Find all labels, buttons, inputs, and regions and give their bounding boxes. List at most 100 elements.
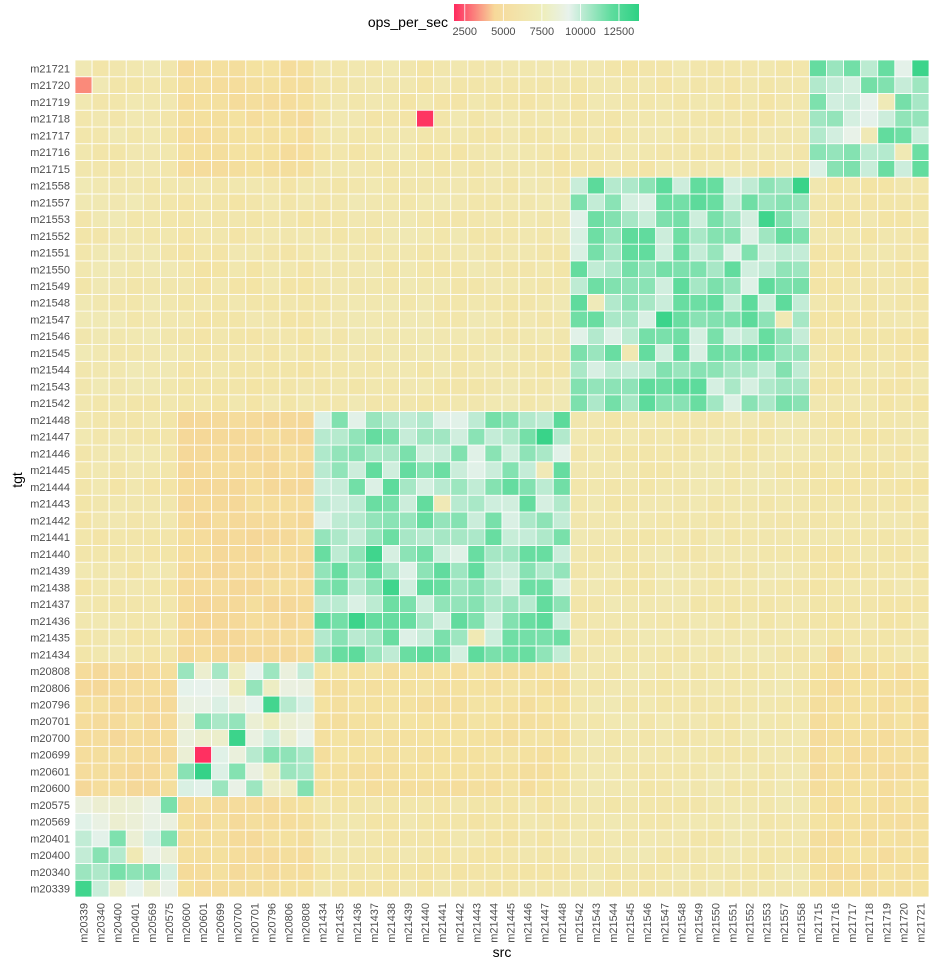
- heatmap-cell: [142, 226, 161, 245]
- heatmap-cell: [809, 360, 827, 379]
- heatmap-cell: [638, 846, 657, 864]
- heatmap-cell: [791, 411, 810, 429]
- heatmap-cell: [774, 595, 793, 613]
- heatmap-cell: [91, 578, 110, 597]
- heatmap-cell: [774, 76, 793, 94]
- heatmap-cell: [142, 762, 161, 781]
- heatmap-cell: [501, 226, 520, 245]
- heatmap-cell: [860, 377, 879, 396]
- heatmap-cell: [330, 226, 349, 245]
- heatmap-cell: [843, 226, 862, 245]
- heatmap-cell: [604, 812, 622, 831]
- heatmap-cell: [552, 126, 571, 145]
- heatmap-cell: [296, 595, 315, 613]
- x-axis-title: src: [493, 944, 512, 960]
- heatmap-cell: [416, 193, 435, 212]
- heatmap-cell: [911, 595, 930, 613]
- heatmap-cell: [723, 160, 742, 178]
- heatmap-cell: [723, 427, 742, 446]
- heatmap-cell: [211, 160, 230, 178]
- heatmap-cell: [108, 812, 127, 831]
- heatmap-cell: [142, 745, 161, 764]
- heatmap-cell: [843, 411, 862, 429]
- heatmap-cell: [296, 394, 315, 412]
- heatmap-cell: [894, 444, 913, 463]
- heatmap-cell: [159, 478, 178, 496]
- heatmap-cell: [740, 846, 759, 864]
- heatmap-cell: [860, 829, 879, 848]
- heatmap-cell: [433, 745, 452, 764]
- heatmap-cell: [364, 494, 383, 513]
- heatmap-cell: [860, 494, 879, 513]
- heatmap-cell: [774, 93, 793, 111]
- heatmap-cell: [638, 595, 657, 613]
- heatmap-cell: [809, 243, 827, 262]
- heatmap-cell: [211, 612, 230, 630]
- heatmap-cell: [501, 193, 520, 212]
- heatmap-cell: [313, 310, 332, 329]
- heatmap-cell: [757, 678, 776, 697]
- heatmap-cell: [142, 277, 161, 295]
- heatmap-cell: [638, 779, 657, 797]
- heatmap-cell: [177, 126, 195, 145]
- heatmap-cell: [262, 176, 281, 195]
- heatmap-cell: [450, 595, 469, 613]
- heatmap-cell: [757, 76, 776, 94]
- heatmap-cell: [484, 796, 503, 814]
- heatmap-cell: [228, 762, 247, 781]
- heatmap-cell: [74, 628, 93, 647]
- heatmap-cell: [604, 779, 622, 797]
- heatmap-cell: [211, 260, 230, 279]
- heatmap-cell: [279, 277, 298, 295]
- heatmap-cell: [228, 193, 247, 212]
- heatmap-cell: [142, 779, 161, 797]
- heatmap-cell: [364, 109, 383, 128]
- heatmap-cell: [791, 76, 810, 94]
- heatmap-cell: [228, 812, 247, 831]
- heatmap-cell: [689, 695, 708, 714]
- heatmap-cell: [416, 528, 435, 546]
- heatmap-cell: [672, 762, 691, 781]
- heatmap-cell: [535, 210, 554, 228]
- heatmap-cell: [501, 762, 520, 781]
- heatmap-cell: [296, 712, 315, 730]
- heatmap-cell: [587, 561, 605, 580]
- heatmap-cell: [672, 126, 691, 145]
- heatmap-cell: [860, 360, 879, 379]
- heatmap-cell: [757, 277, 776, 295]
- heatmap-cell: [501, 160, 520, 178]
- heatmap-cell: [911, 444, 930, 463]
- heatmap-cell: [569, 662, 588, 680]
- heatmap-cell: [416, 461, 435, 479]
- heatmap-cell: [860, 478, 879, 496]
- heatmap-cell: [433, 160, 452, 178]
- heatmap-cell: [313, 645, 332, 664]
- heatmap-cell: [211, 662, 230, 680]
- heatmap-cell: [638, 344, 657, 362]
- heatmap-cell: [467, 76, 486, 94]
- heatmap-cell: [518, 411, 537, 429]
- heatmap-cell: [911, 461, 930, 479]
- heatmap-cell: [74, 729, 93, 747]
- heatmap-cell: [774, 762, 793, 781]
- y-tick-label: m20806: [30, 683, 70, 695]
- heatmap-cell: [211, 143, 230, 161]
- heatmap-cell: [911, 277, 930, 295]
- heatmap-cell: [638, 76, 657, 94]
- heatmap-cell: [655, 695, 674, 714]
- heatmap-cell: [228, 879, 247, 898]
- heatmap-cell: [706, 277, 725, 295]
- heatmap-cell: [91, 109, 110, 128]
- heatmap-cell: [313, 863, 332, 881]
- heatmap-cell: [757, 59, 776, 78]
- heatmap-cell: [245, 478, 264, 496]
- heatmap-cell: [740, 595, 759, 613]
- legend-tick-label: 10000: [565, 26, 596, 38]
- heatmap-cell: [279, 545, 298, 563]
- heatmap-cell: [894, 494, 913, 513]
- heatmap-cell: [894, 143, 913, 161]
- heatmap-cell: [467, 545, 486, 563]
- heatmap-cell: [689, 193, 708, 212]
- heatmap-cell: [382, 293, 400, 312]
- x-tick-label: m21437: [369, 903, 381, 943]
